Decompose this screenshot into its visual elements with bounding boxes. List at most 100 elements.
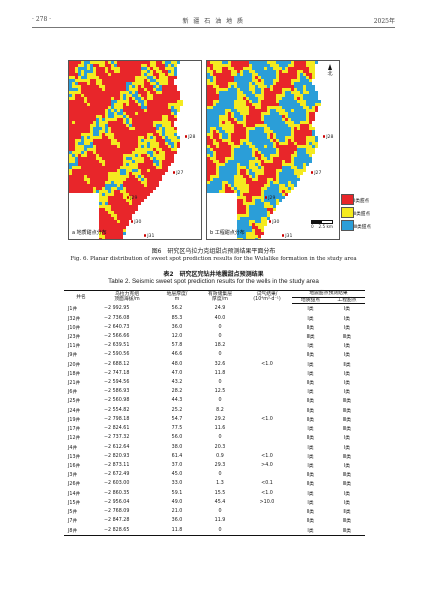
cell-test [242, 406, 292, 415]
cell-geo: Ⅱ类 [306, 482, 315, 488]
cell-well: J20井 [68, 362, 81, 368]
panel-label: b 工程甜点分布 [210, 230, 245, 236]
cell-thickness: 85.3 [171, 315, 183, 321]
cell-eng: Ⅱ类 [343, 510, 351, 516]
cell-geo: Ⅰ类 [307, 390, 314, 396]
cell-depth: −2 860.35 [104, 490, 130, 496]
cell-well: J13井 [68, 454, 81, 460]
cell-effective: 1.3 [216, 481, 224, 487]
table-row: J18井 −2 747.18 47.0 11.8 Ⅰ类 Ⅰ类 [64, 369, 365, 378]
cell-thickness: 12.0 [171, 333, 183, 339]
table-row: J23井 −2 566.66 12.0 0 Ⅲ类 Ⅲ类 [64, 332, 365, 341]
cell-thickness: 61.4 [171, 453, 183, 459]
cell-geo: Ⅱ类 [306, 381, 315, 387]
cell-thickness: 49.0 [171, 499, 183, 505]
cell-depth: −2 554.82 [104, 407, 130, 413]
cell-geo: Ⅰ类 [307, 344, 314, 350]
cell-geo: Ⅰ类 [307, 445, 314, 451]
table-row: J7井 −2 847.28 36.0 11.9 Ⅱ类 Ⅲ类 [64, 516, 365, 525]
table-row: J6井 −2 586.93 28.2 12.5 Ⅰ类 Ⅰ类 [64, 387, 365, 396]
col-header-geo: 地质甜点 [292, 297, 329, 305]
cell-eng: Ⅲ类 [342, 473, 352, 479]
legend-label: Ⅰ类甜点 [354, 199, 370, 204]
well-marker: J30 [269, 220, 279, 225]
cell-depth: −2 640.73 [104, 324, 130, 330]
table-row: J24井 −2 554.82 25.2 8.2 Ⅱ类 Ⅲ类 [64, 406, 365, 415]
well-marker: J27 [311, 171, 321, 176]
cell-depth: −2 688.12 [104, 361, 130, 367]
table-row: J4井 −2 612.64 38.0 20.3 Ⅰ类 Ⅰ类 [64, 442, 365, 451]
figure-caption-cn: 图6 研究区乌拉力克组甜点预测结果平面分布 [151, 248, 276, 255]
cell-effective: 0 [218, 398, 222, 404]
cell-geo: Ⅰ类 [307, 316, 314, 322]
cell-eng: Ⅰ类 [343, 353, 351, 359]
panel-label: a 地质甜点分布 [72, 230, 107, 236]
cell-thickness: 56.0 [171, 435, 183, 441]
cell-test: <0.1 [261, 481, 273, 487]
well-marker: J31 [282, 234, 292, 239]
well-marker: J27 [173, 171, 183, 176]
cell-eng: Ⅲ类 [342, 399, 352, 405]
cell-effective: 29.2 [214, 416, 226, 422]
cell-depth: −2 737.32 [104, 435, 130, 441]
cell-thickness: 38.0 [171, 444, 183, 450]
geological-sweet-spot-map [69, 61, 183, 239]
cell-test [242, 433, 292, 442]
cell-geo: Ⅰ类 [307, 427, 314, 433]
cell-thickness: 77.5 [171, 426, 183, 432]
legend-label: Ⅲ类甜点 [354, 225, 371, 230]
table-row: J13井 −2 820.93 61.4 0.9 <1.0 Ⅰ类 Ⅲ类 [64, 452, 365, 461]
cell-eng: Ⅰ类 [343, 436, 351, 442]
cell-geo: Ⅱ类 [306, 399, 315, 405]
cell-effective: 29.3 [214, 463, 226, 469]
cell-eng: Ⅰ类 [343, 390, 351, 396]
cell-thickness: 48.0 [171, 361, 183, 367]
cell-depth: −2 828.65 [98, 525, 156, 536]
table-row: J15井 −2 956.04 49.0 45.4 >10.0 Ⅰ类 Ⅰ类 [64, 498, 365, 507]
cell-effective: 12.5 [214, 389, 226, 395]
cell-depth: −2 798.18 [104, 416, 130, 422]
cell-eng: Ⅲ类 [342, 408, 352, 414]
cell-thickness: 36.0 [171, 324, 183, 330]
cell-effective: 0 [218, 324, 222, 330]
cell-geo: Ⅱ类 [306, 417, 315, 423]
cell-thickness: 37.0 [171, 463, 183, 469]
page-number: · 278 · [32, 16, 52, 23]
cell-well: J8井 [64, 525, 98, 536]
cell-test [242, 442, 292, 451]
table-row: J1井 −2 992.95 56.2 24.9 Ⅰ类 Ⅰ类 [64, 304, 365, 314]
table-row: J17井 −2 824.61 77.5 11.6 Ⅰ类 Ⅲ类 [64, 424, 365, 433]
legend-swatch-class-1 [341, 194, 354, 205]
cell-test [242, 341, 292, 350]
cell-depth: −2 672.49 [104, 472, 130, 478]
cell-effective: 0 [218, 509, 222, 515]
cell-effective: 32.6 [214, 361, 226, 367]
cell-test [242, 323, 292, 332]
cell-geo: Ⅱ类 [306, 408, 315, 414]
cell-eng: Ⅰ类 [343, 325, 351, 331]
cell-effective: 18.2 [214, 343, 226, 349]
cell-eng: Ⅲ类 [329, 525, 365, 536]
cell-geo: Ⅰ类 [307, 500, 314, 506]
cell-depth: −2 992.95 [104, 306, 130, 312]
cell-test [242, 387, 292, 396]
well-marker: J31 [144, 234, 154, 239]
table-caption-en: Table 2. Seismic sweet spot prediction r… [108, 278, 319, 285]
table-row: J20井 −2 688.12 48.0 32.6 <1.0 Ⅰ类 Ⅱ类 [64, 360, 365, 369]
cell-well: J19井 [68, 417, 81, 423]
engineering-sweet-spot-map [207, 61, 321, 239]
cell-depth: −2 590.56 [104, 352, 130, 358]
cell-well: J16井 [68, 464, 81, 470]
legend-label: Ⅱ类甜点 [354, 212, 371, 217]
table-row: J21井 −2 594.56 43.2 0 Ⅱ类 Ⅰ类 [64, 378, 365, 387]
cell-test [242, 396, 292, 405]
legend-swatch-class-2 [341, 207, 354, 218]
cell-effective: 0 [218, 472, 222, 478]
cell-geo: Ⅱ类 [306, 473, 315, 479]
cell-effective: 20.3 [214, 444, 226, 450]
panel-engineering-sweet-spot: 北 0 2.5 km b 工程甜点分布 J28 J27 J29 J30 J31 [206, 60, 340, 240]
cell-depth: −2 612.64 [104, 444, 130, 450]
cell-effective: 11.9 [214, 518, 226, 524]
cell-well: J1井 [68, 307, 78, 313]
cell-well: J24井 [68, 408, 81, 414]
